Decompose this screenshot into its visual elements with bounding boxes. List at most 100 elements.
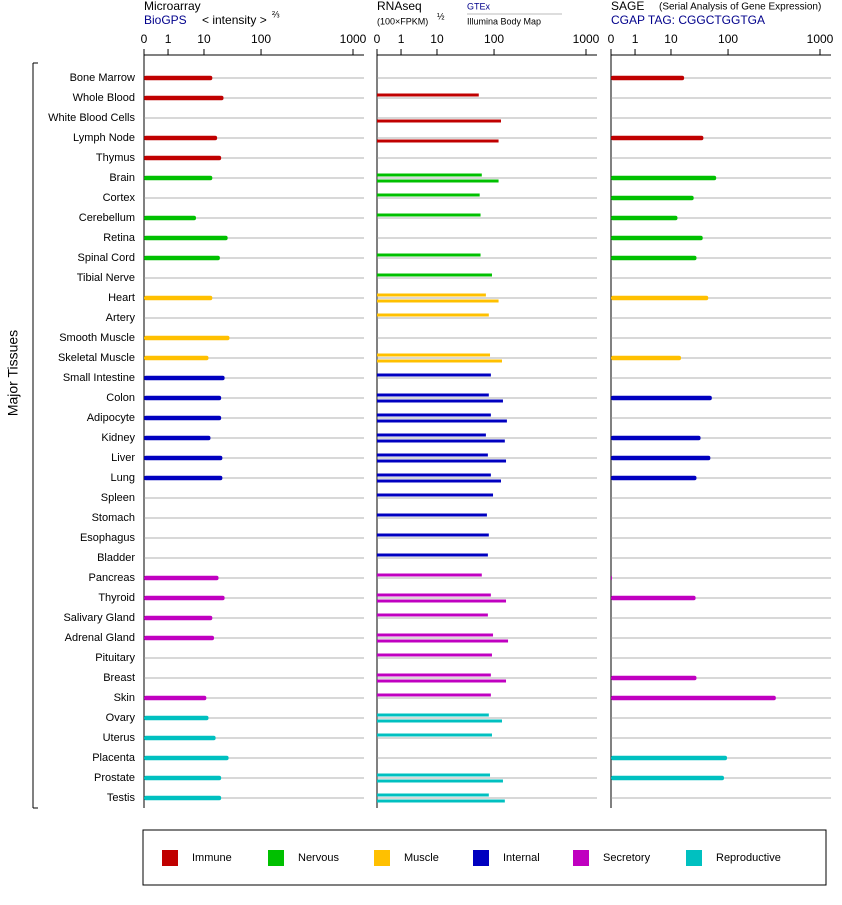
bar bbox=[377, 793, 489, 797]
x-tick-label: 1000 bbox=[807, 32, 834, 46]
bar bbox=[144, 395, 222, 401]
x-tick-label: 100 bbox=[484, 32, 504, 46]
panel-title: Microarray bbox=[144, 0, 201, 13]
panel-title: SAGE bbox=[611, 0, 644, 13]
category-label: White Blood Cells bbox=[48, 112, 135, 124]
bar bbox=[377, 213, 481, 217]
bar bbox=[611, 215, 678, 221]
category-label: Spleen bbox=[101, 492, 135, 504]
axis-label: < intensity > bbox=[202, 13, 267, 27]
bar bbox=[377, 493, 494, 497]
x-tick-label: 10 bbox=[197, 32, 211, 46]
bar bbox=[377, 593, 491, 597]
bar bbox=[144, 295, 213, 301]
bar bbox=[144, 795, 222, 801]
bar bbox=[611, 355, 682, 361]
axis-power: ⅔ bbox=[272, 9, 280, 19]
bar bbox=[611, 595, 696, 601]
bar bbox=[377, 719, 502, 723]
bar bbox=[377, 679, 507, 683]
bar bbox=[611, 475, 697, 481]
x-tick-label: 0 bbox=[141, 32, 148, 46]
panel-note: (Serial Analysis of Gene Expression) bbox=[659, 2, 821, 13]
bar bbox=[377, 613, 488, 617]
bar bbox=[377, 733, 492, 737]
bar bbox=[611, 235, 703, 241]
bar bbox=[377, 273, 492, 277]
category-label: Skeletal Muscle bbox=[58, 352, 135, 364]
bar bbox=[144, 155, 222, 161]
bar bbox=[144, 75, 213, 81]
bar bbox=[144, 755, 229, 761]
category-label: Retina bbox=[103, 232, 136, 244]
bar bbox=[144, 695, 207, 701]
bar bbox=[377, 393, 489, 397]
category-label: Heart bbox=[108, 292, 135, 304]
bar bbox=[144, 595, 225, 601]
bar bbox=[377, 293, 486, 297]
bar bbox=[377, 399, 503, 403]
bar bbox=[611, 135, 704, 141]
bar bbox=[377, 193, 480, 197]
bar bbox=[377, 253, 481, 257]
category-label: Liver bbox=[111, 452, 135, 464]
bar bbox=[377, 633, 494, 637]
legend-swatch bbox=[686, 850, 702, 866]
bar bbox=[377, 673, 491, 677]
bar bbox=[144, 575, 219, 581]
bar bbox=[611, 755, 728, 761]
category-label: Lung bbox=[111, 472, 135, 484]
category-label: Tibial Nerve bbox=[77, 272, 135, 284]
bar bbox=[377, 599, 507, 603]
category-label: Breast bbox=[103, 672, 135, 684]
category-label: Lymph Node bbox=[73, 132, 135, 144]
bar bbox=[377, 573, 482, 577]
bar bbox=[377, 779, 503, 783]
bar bbox=[144, 735, 216, 741]
bar bbox=[611, 695, 776, 701]
legend-label: Nervous bbox=[298, 852, 339, 864]
category-label: Pituitary bbox=[95, 652, 135, 664]
category-label: Uterus bbox=[103, 732, 136, 744]
category-label: Bladder bbox=[97, 552, 135, 564]
bar bbox=[144, 235, 228, 241]
category-label: Testis bbox=[107, 792, 136, 804]
bar bbox=[377, 313, 489, 317]
bar bbox=[144, 215, 197, 221]
bar bbox=[611, 295, 709, 301]
bar bbox=[611, 775, 725, 781]
bar bbox=[377, 553, 488, 557]
bar bbox=[144, 95, 224, 101]
category-label: Bone Marrow bbox=[70, 72, 135, 84]
legend-swatch bbox=[573, 850, 589, 866]
category-label: Colon bbox=[106, 392, 135, 404]
x-tick-label: 1000 bbox=[340, 32, 367, 46]
legend-box bbox=[142, 829, 827, 886]
category-label: Salivary Gland bbox=[63, 612, 135, 624]
bar bbox=[377, 173, 482, 177]
bar bbox=[611, 255, 697, 261]
category-label: Spinal Cord bbox=[78, 252, 135, 264]
bar bbox=[377, 413, 491, 417]
panel-subtitle: BioGPS bbox=[144, 13, 187, 27]
bar bbox=[144, 615, 213, 621]
bar bbox=[144, 475, 223, 481]
x-tick-label: 1 bbox=[632, 32, 639, 46]
legend-label: Muscle bbox=[404, 852, 439, 864]
category-label: Prostate bbox=[94, 772, 135, 784]
bar bbox=[377, 713, 489, 717]
category-label: Artery bbox=[106, 312, 136, 324]
bar bbox=[377, 419, 507, 423]
category-label: Stomach bbox=[92, 512, 135, 524]
category-label: Thyroid bbox=[98, 592, 135, 604]
category-label: Small Intestine bbox=[63, 372, 135, 384]
bar bbox=[377, 453, 488, 457]
bar bbox=[377, 799, 505, 803]
category-label: Adrenal Gland bbox=[65, 632, 135, 644]
bar bbox=[144, 635, 215, 641]
axis-label: (100×FPKM) bbox=[377, 16, 428, 26]
bar bbox=[144, 415, 222, 421]
bar bbox=[377, 139, 499, 143]
